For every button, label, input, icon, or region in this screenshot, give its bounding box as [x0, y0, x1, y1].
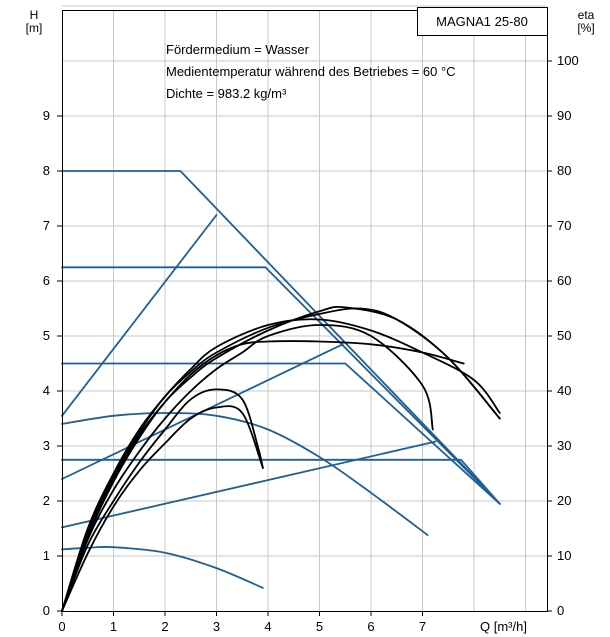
y-left-label-line2: [m]: [26, 21, 43, 35]
y-right-tick-label: 50: [557, 328, 571, 343]
efficiency-curve: [61, 324, 434, 612]
x-tick-label: 4: [264, 619, 271, 634]
head-curve: [61, 266, 501, 505]
y-left-tick-label: 1: [43, 548, 50, 563]
y-right-tick-label: 40: [557, 383, 571, 398]
y-left-tick-label: 6: [43, 273, 50, 288]
efficiency-curve: [61, 405, 264, 612]
x-tick-label: 5: [316, 619, 323, 634]
grid-lines: [62, 5, 547, 611]
y-right-label-line2: [%]: [577, 21, 594, 35]
y-right-tick-label: 20: [557, 493, 571, 508]
efficiency-curve: [61, 340, 465, 612]
y-right-tick-label: 80: [557, 163, 571, 178]
y-right-tick-label: 90: [557, 108, 571, 123]
plot-frame: [62, 10, 548, 612]
head-curve: [61, 412, 429, 536]
y-left-tick-label: 7: [43, 218, 50, 233]
x-axis-label: Q [m³/h]: [480, 619, 527, 634]
efficiency-curve: [61, 305, 501, 612]
annotation-medium: Fördermedium = Wasser: [166, 42, 310, 57]
y-left-tick-label: 3: [43, 438, 50, 453]
y-right-tick-label: 10: [557, 548, 571, 563]
y-right-tick-label: 60: [557, 273, 571, 288]
y-left-label-line1: H: [30, 8, 39, 22]
y-right-tick-label: 70: [557, 218, 571, 233]
head-curve: [61, 458, 501, 505]
y-left-tick-label: 0: [43, 603, 50, 618]
head-curve: [61, 546, 264, 589]
y-right-tick-label: 0: [557, 603, 564, 618]
head-curve: [61, 170, 501, 505]
head-curve: [61, 362, 501, 505]
x-tick-label: 1: [110, 619, 117, 634]
x-tick-label: 3: [213, 619, 220, 634]
x-tick-label: 0: [58, 619, 65, 634]
title-box: [417, 7, 548, 36]
efficiency-curve: [61, 388, 264, 612]
head-curve: [61, 214, 218, 417]
annotation-density: Dichte = 983.2 kg/m³: [166, 86, 287, 101]
annotation-temperature: Medientemperatur während des Betriebes =…: [166, 64, 456, 79]
y-left-tick-label: 4: [43, 383, 50, 398]
efficiency-curve: [61, 318, 501, 612]
y-right-tick-label: 100: [557, 53, 579, 68]
x-tick-label: 7: [419, 619, 426, 634]
x-tick-label: 6: [367, 619, 374, 634]
series-layer: [61, 170, 501, 612]
chart-title: MAGNA1 25-80: [436, 14, 528, 29]
y-left-tick-label: 5: [43, 328, 50, 343]
y-left-tick-label: 9: [43, 108, 50, 123]
x-tick-label: 2: [161, 619, 168, 634]
y-left-tick-label: 8: [43, 163, 50, 178]
y-left-tick-label: 2: [43, 493, 50, 508]
y-right-label-line1: eta: [578, 8, 595, 22]
y-right-tick-label: 30: [557, 438, 571, 453]
head-curve: [61, 440, 437, 529]
